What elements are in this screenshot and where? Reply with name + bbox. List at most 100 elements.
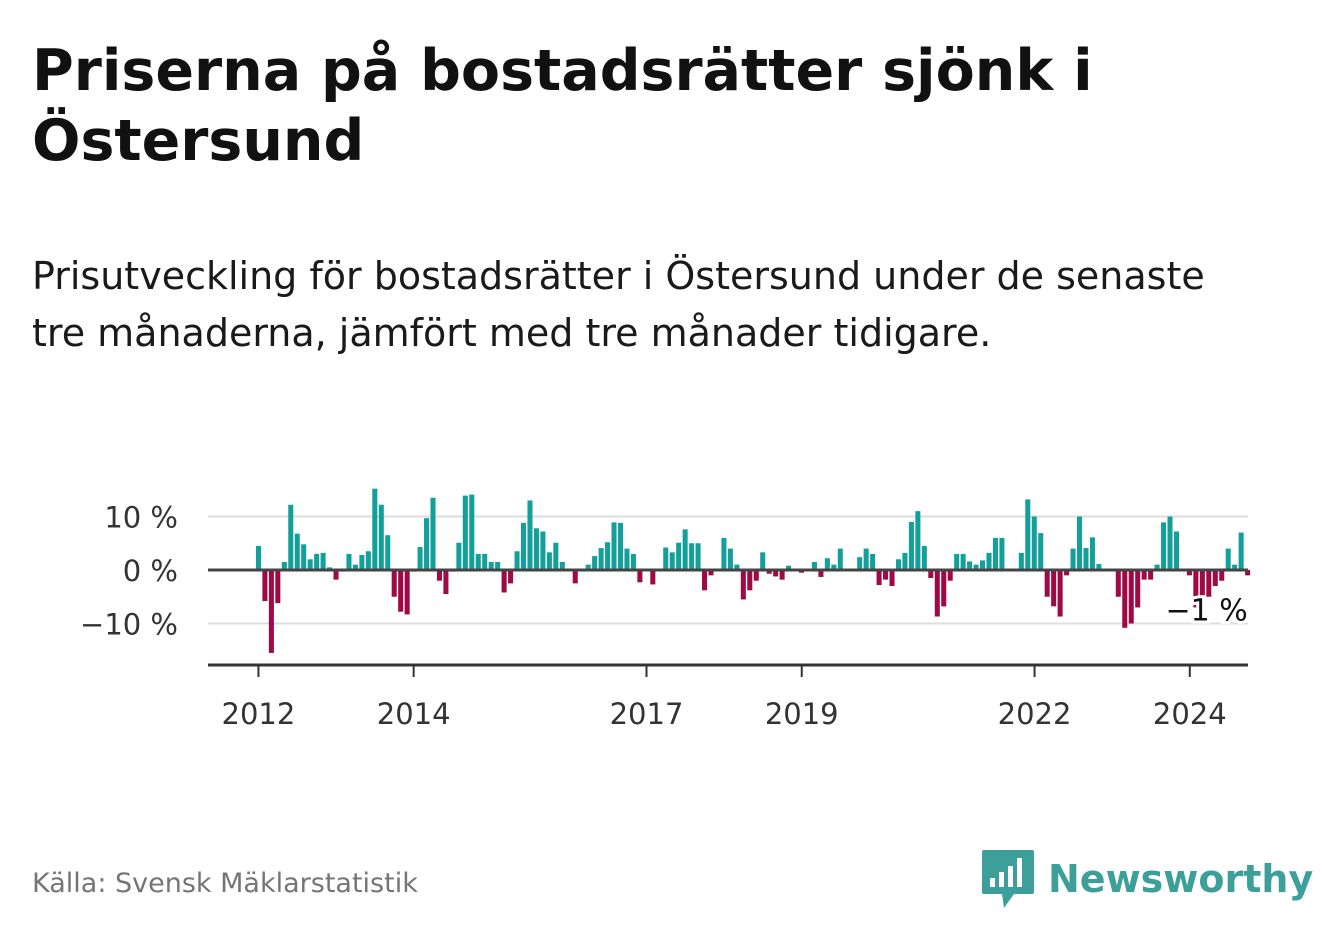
bar [553,542,559,570]
bar [986,552,992,570]
bar [352,564,358,570]
bar [915,511,921,570]
bar [934,570,940,617]
x-tick-label: 2022 [998,697,1072,731]
bar [262,570,268,602]
bar [928,570,934,579]
bar [372,488,378,570]
bar [1161,522,1167,570]
axis-labels: 10 % 0 % −10 % 2012 2014 2017 2019 2022 2024 −1 % [80,501,1251,732]
bar [1128,570,1134,624]
bar [275,570,281,604]
bar [811,561,817,570]
bar [624,548,630,570]
bars [255,488,1251,653]
bar [650,570,656,585]
bar [1038,533,1044,570]
bar [1167,516,1173,570]
bar [598,548,604,570]
bar [960,553,966,570]
bar [947,570,953,581]
latest-value-label: −1 % [1166,593,1248,628]
bar [488,561,494,570]
bar [773,570,779,577]
bar [301,544,307,570]
bar [1173,531,1180,570]
source-note: Källa: Svensk Mäklarstatistik [32,868,418,899]
bar [1154,564,1160,570]
bar [779,570,785,580]
bar [585,564,591,570]
bar [676,542,682,570]
bar [1212,570,1218,587]
bar [333,570,339,580]
bar [1044,570,1050,597]
bar [378,504,384,570]
bar [766,570,772,574]
x-tick-label: 2024 [1153,697,1227,731]
bar [359,555,365,570]
bar [760,552,766,570]
bar [495,561,501,570]
bar [1115,570,1121,597]
bar [307,559,313,570]
bar [1219,570,1225,581]
bar [424,518,430,570]
bar [921,545,927,570]
bar [980,560,986,570]
bar [695,543,701,570]
bar [391,570,397,597]
bar [1238,532,1244,570]
bar [786,565,792,570]
bar [1186,570,1192,576]
bar [1089,537,1095,570]
bar [520,522,527,570]
bar [837,548,843,570]
bar [294,533,300,570]
bar [281,561,287,570]
bar [1070,548,1076,570]
bar [346,553,352,570]
brand-name: Newsworthy [1048,857,1314,901]
bar [883,570,889,580]
bar [992,537,998,570]
bar [320,552,326,570]
bar [255,545,261,570]
bar-chart-speech-bubble-icon [982,850,1034,908]
bar [617,522,624,570]
bar [1057,570,1063,617]
bar [1148,570,1154,580]
x-tick-label: 2017 [610,697,684,731]
bar [443,570,449,595]
bar [863,548,869,570]
x-tick-label: 2014 [377,697,451,731]
bar [870,553,876,570]
bar [540,531,546,570]
bar [999,537,1005,570]
bar [527,500,533,570]
axes [208,568,1248,677]
bar [592,556,598,570]
bar [533,528,539,570]
bar [1135,570,1141,608]
bar [747,570,753,591]
bar [1076,516,1083,570]
bar [462,495,468,570]
bar [1018,552,1024,570]
bar [889,570,895,587]
bar [682,529,688,570]
bar [314,553,320,570]
bar [941,570,947,607]
x-tick-label: 2019 [765,697,839,731]
bar [1083,548,1089,570]
bar [1245,570,1251,576]
brand-logo: Newsworthy [980,848,1313,910]
bar [702,570,708,591]
bar [1064,570,1070,576]
bar [1096,564,1102,570]
y-tick-label: 10 % [104,501,178,535]
bar [954,553,960,570]
bar [501,570,507,593]
bar [818,570,824,577]
bar [559,561,565,570]
